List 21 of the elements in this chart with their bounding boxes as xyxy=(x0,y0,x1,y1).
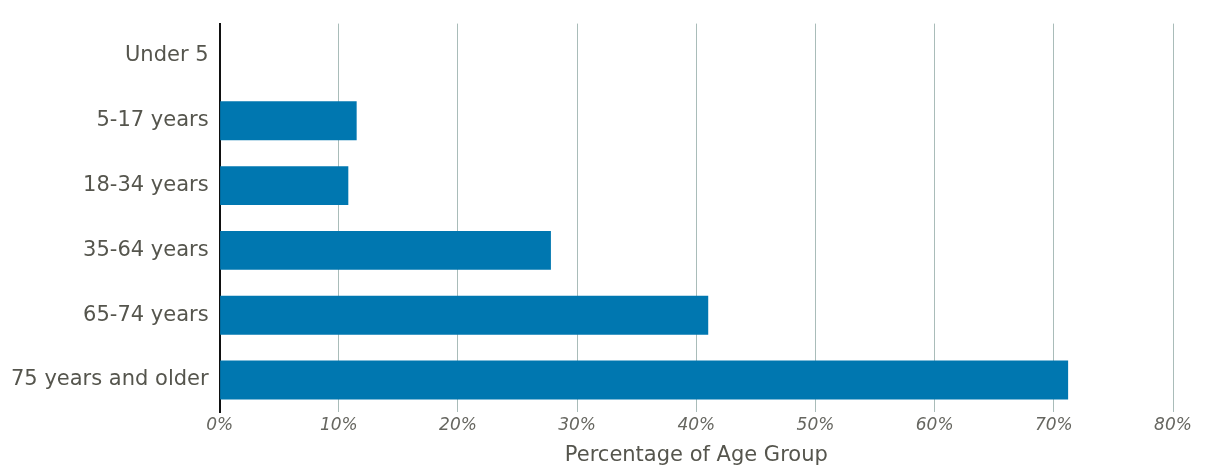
x-tick-label: 10% xyxy=(319,414,358,435)
bar xyxy=(220,101,357,141)
bar xyxy=(220,295,709,335)
x-tick-label: 70% xyxy=(1034,414,1073,435)
bar xyxy=(220,166,349,206)
x-tick-label: 40% xyxy=(677,414,716,435)
x-tick-label: 50% xyxy=(796,414,835,435)
x-tick-label: 0% xyxy=(206,414,234,435)
x-tick-label: 80% xyxy=(1154,414,1192,435)
x-axis-title: Percentage of Age Group xyxy=(564,441,828,466)
y-tick-label: 65-74 years xyxy=(83,301,209,326)
bar xyxy=(220,360,1069,400)
y-tick-label: 35-64 years xyxy=(83,236,209,261)
y-tick-label: Under 5 xyxy=(125,42,209,67)
x-tick-label: 20% xyxy=(439,414,477,435)
x-tick-label: 60% xyxy=(915,414,954,435)
y-tick-label: 18-34 years xyxy=(83,172,209,197)
y-tick-label: 5-17 years xyxy=(96,107,209,132)
bar xyxy=(220,230,551,270)
y-tick-label: 75 years and older xyxy=(10,366,209,391)
x-tick-label: 30% xyxy=(558,414,597,435)
